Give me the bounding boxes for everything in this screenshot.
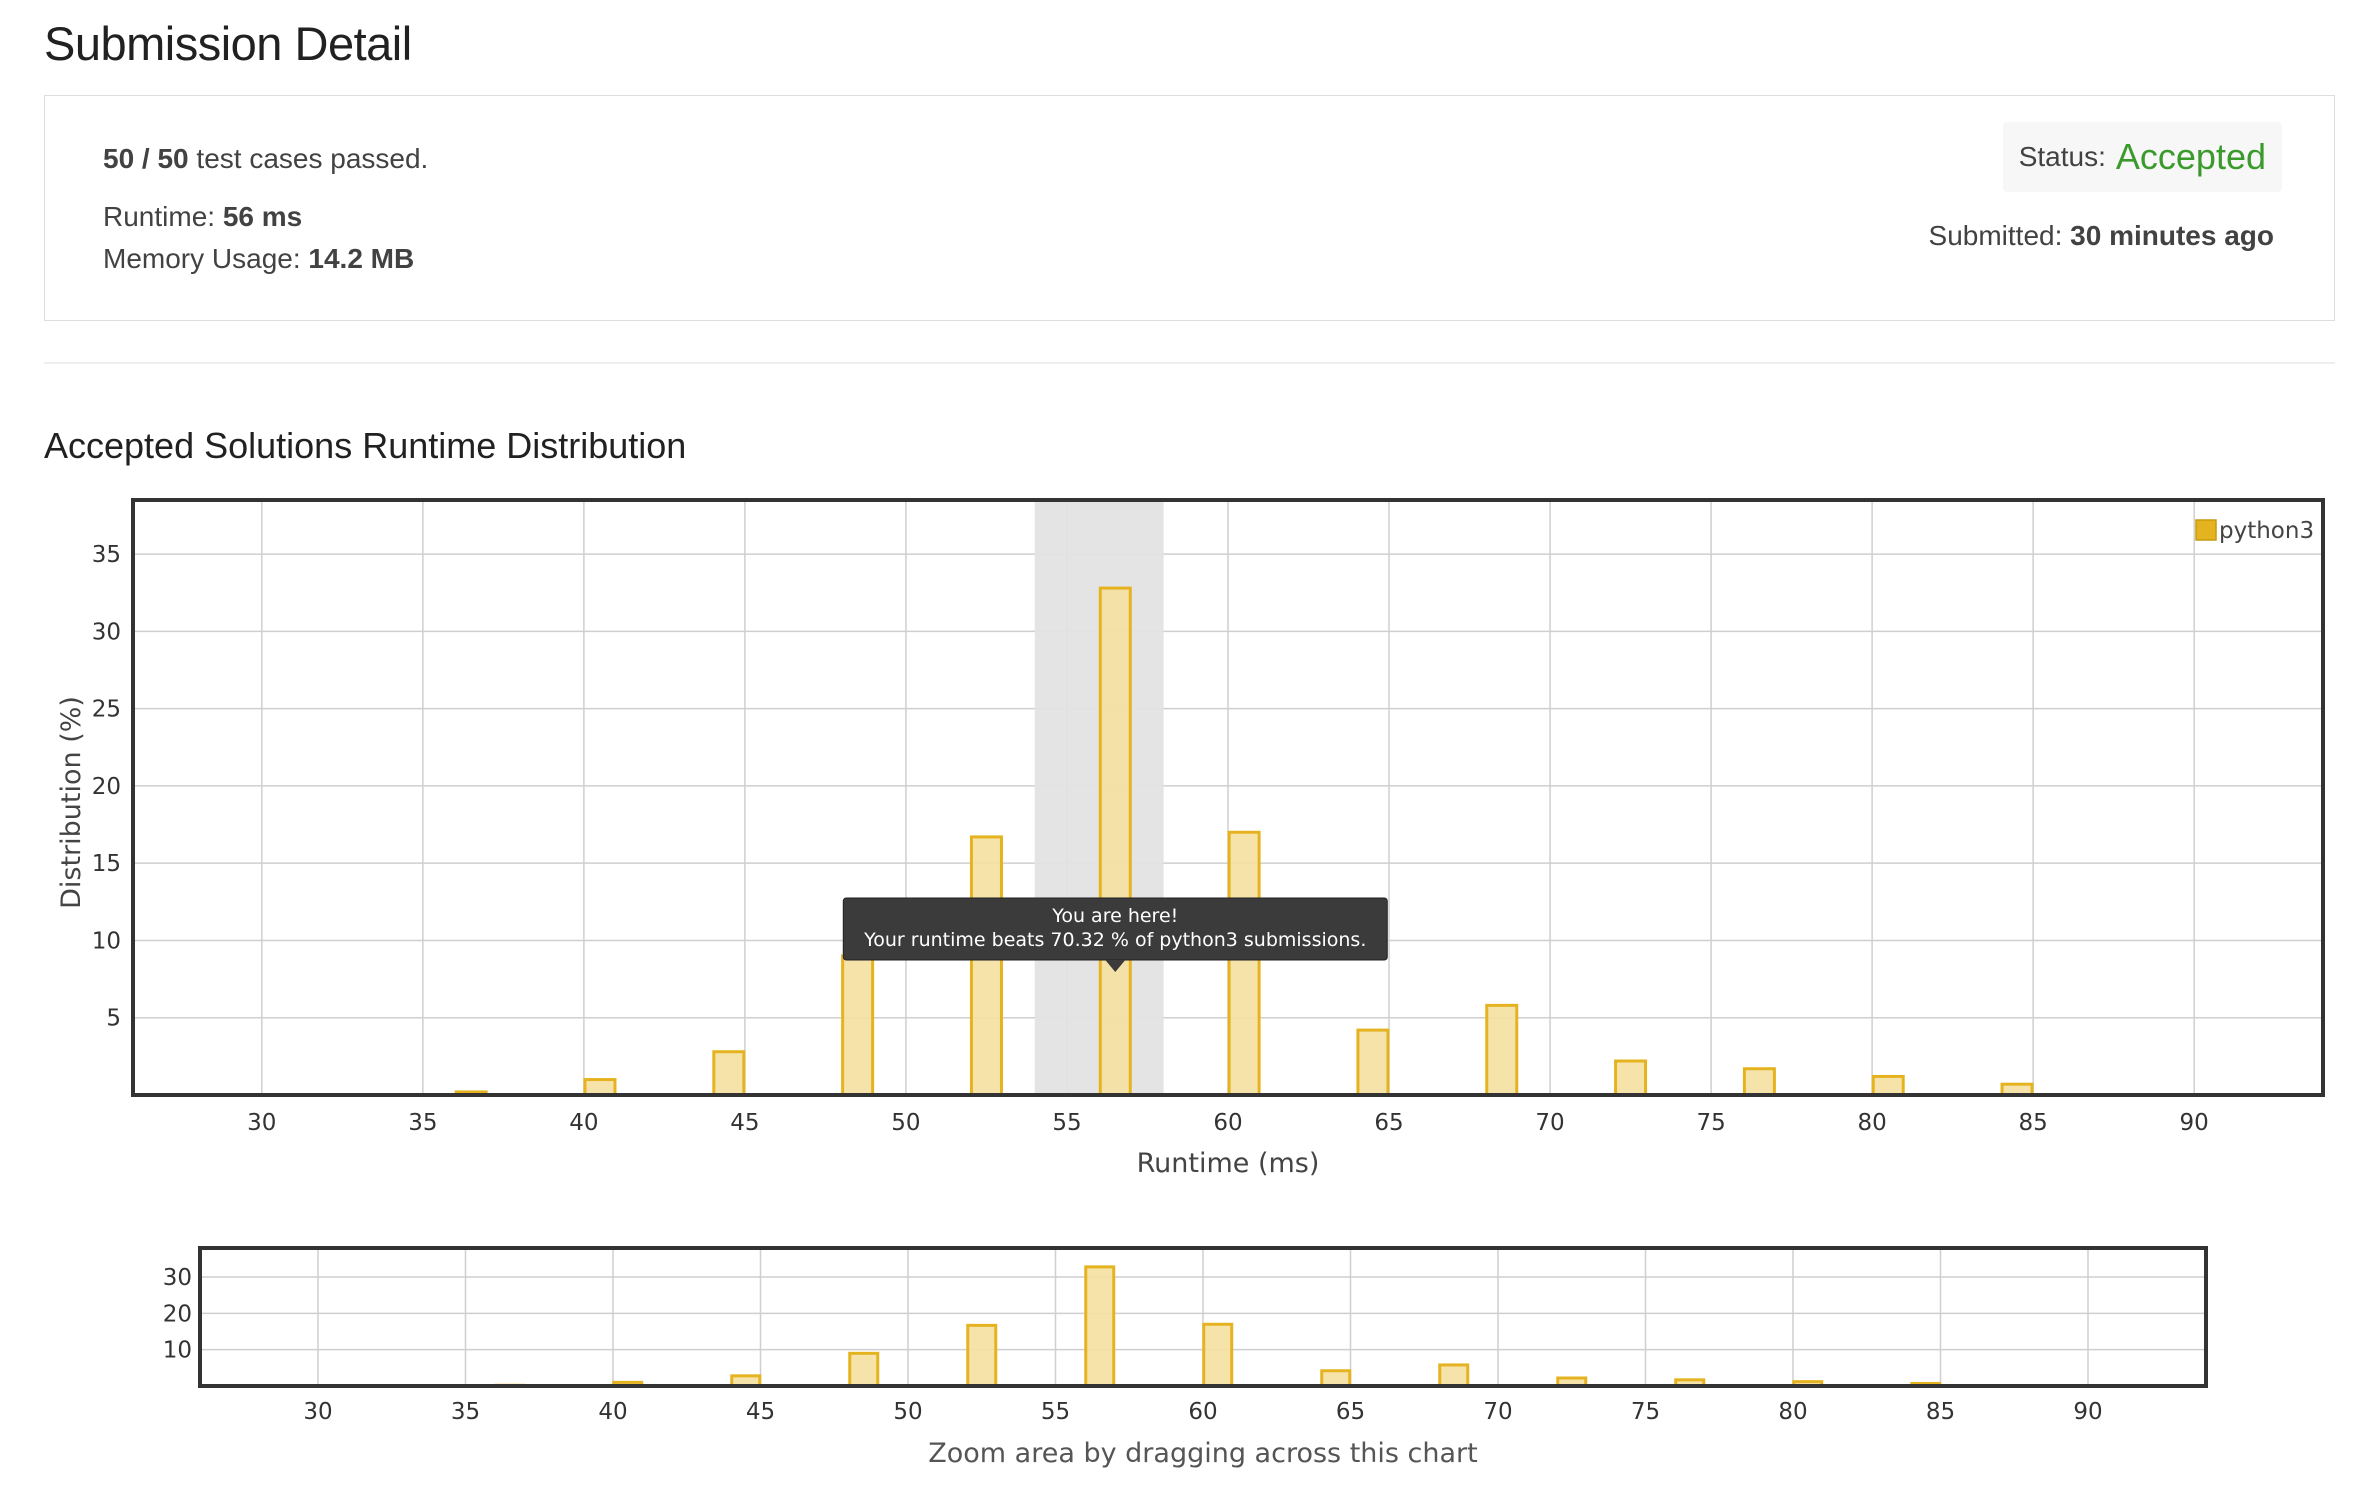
x-tick-label: 75 [1696,1110,1725,1136]
bar-52.5[interactable] [969,835,1003,1097]
navigator-x-tick-label: 30 [303,1399,332,1425]
main-y-tick-labels: 5 10 15 20 25 30 35 [92,542,121,1032]
navigator-bar-64.5 [1320,1369,1352,1388]
navigator-x-tick-label: 45 [746,1399,775,1425]
navigator-x-tick-label: 35 [451,1399,480,1425]
x-tick-label: 45 [730,1110,759,1136]
section-title: Accepted Solutions Runtime Distribution [44,425,687,466]
memory-line: Memory Usage: 14.2 MB [103,243,414,275]
x-tick-label: 90 [2180,1110,2209,1136]
bar-40.5[interactable] [583,1078,617,1097]
bar-48.5[interactable] [841,954,875,1097]
x-axis-label: Runtime (ms) [1137,1148,1320,1179]
x-tick-label: 30 [247,1110,276,1136]
bar-60.5[interactable] [1227,830,1261,1097]
bar-64.5[interactable] [1356,1028,1390,1097]
x-tick-label: 55 [1052,1110,1081,1136]
memory-label: Memory Usage: [103,243,301,274]
navigator-bar-60.5 [1202,1322,1234,1388]
submitted-value: 30 minutes ago [2070,220,2274,251]
status-badge: Status: Accepted [2002,122,2282,192]
navigator-x-tick-label: 85 [1926,1399,1955,1425]
runtime-line: Runtime: 56 ms [103,201,302,233]
status-label: Status: [2018,141,2106,172]
tooltip-beats-text: Your runtime beats 70.32 % of python3 su… [863,929,1366,951]
y-tick-label: 20 [92,774,121,800]
x-tick-label: 50 [891,1110,920,1136]
bar-44.5[interactable] [712,1050,746,1097]
navigator-x-tick-label: 80 [1778,1399,1807,1425]
runtime-tooltip: You are here! Your runtime beats 70.32 %… [842,897,1388,972]
navigator-y-tick-label: 30 [163,1265,192,1291]
navigator-caption: Zoom area by dragging across this chart [928,1438,1477,1469]
navigator-x-tick-label: 40 [598,1399,627,1425]
submitted-label: Submitted: [1928,220,2063,251]
runtime-label: Runtime: [103,201,216,232]
chart-legend[interactable]: python3 [2195,518,2314,544]
y-tick-label: 10 [92,928,121,954]
x-tick-label: 70 [1535,1110,1564,1136]
section-divider [44,362,2335,364]
y-tick-label: 25 [92,697,121,723]
tests-passed-line: 50 / 50 test cases passed. [103,143,428,175]
navigator-bar-48.5 [848,1351,880,1388]
navigator-bars [494,1265,1942,1388]
navigator-bar-52.5 [966,1323,998,1388]
x-tick-label: 85 [2019,1110,2048,1136]
runtime-value: 56 ms [222,201,303,232]
navigator-x-tick-label: 65 [1336,1399,1365,1425]
tests-passed-count: 50 / 50 [103,143,189,174]
x-tick-label: 80 [1857,1110,1886,1136]
navigator-x-tick-labels: 30 35 40 45 50 55 60 65 70 75 80 85 90 [303,1399,2102,1425]
y-axis-label: Distribution (%) [56,696,87,909]
bar-56.5[interactable] [1098,586,1132,1097]
navigator-y-tick-label: 20 [163,1301,192,1327]
navigator-x-tick-label: 75 [1631,1399,1660,1425]
tests-passed-suffix: test cases passed. [196,143,429,174]
bar-76.5[interactable] [1742,1067,1776,1097]
y-tick-label: 5 [106,1006,121,1032]
tooltip-title: You are here! [1051,905,1178,927]
runtime-distribution-chart[interactable]: 30 35 40 45 50 55 60 65 70 75 80 85 90 5 10 15 20 25 30 35… [0,470,2378,1190]
y-tick-label: 30 [92,619,121,645]
bar-72.5[interactable] [1614,1059,1648,1097]
navigator-x-tick-label: 50 [893,1399,922,1425]
navigator-bar-56.5 [1084,1265,1116,1388]
page-title: Submission Detail [44,17,412,70]
navigator-bar-68.5 [1438,1363,1470,1388]
submission-summary-card: 50 / 50 test cases passed. Runtime: 56 m… [44,95,2335,321]
x-tick-label: 40 [569,1110,598,1136]
navigator-x-tick-label: 60 [1188,1399,1217,1425]
y-tick-label: 15 [92,851,121,877]
bar-80.5[interactable] [1871,1074,1905,1097]
legend-label-python3: python3 [2219,518,2314,544]
main-chart-frame [131,498,2325,1097]
status-value: Accepted [2115,136,2266,177]
memory-value: 14.2 MB [308,243,415,274]
navigator-x-tick-label: 55 [1041,1399,1070,1425]
navigator-y-tick-labels: 10 20 30 [163,1265,192,1364]
zoom-navigator-chart[interactable]: 30 35 40 45 50 55 60 65 70 75 80 85 90 10 20 30 Zoom a… [0,1220,2378,1488]
bar-68.5[interactable] [1485,1003,1519,1097]
navigator-x-tick-label: 70 [1483,1399,1512,1425]
main-chart-bars [454,586,2034,1097]
navigator-frame [198,1246,2208,1388]
main-x-tick-labels: 30 35 40 45 50 55 60 65 70 75 80 85 90 [247,1110,2209,1136]
tooltip-arrow [1105,960,1126,972]
x-tick-label: 65 [1374,1110,1403,1136]
legend-swatch-python3 [2195,519,2217,541]
navigator-x-tick-label: 90 [2073,1399,2102,1425]
navigator-y-tick-label: 10 [163,1338,192,1364]
submitted-line: Submitted: 30 minutes ago [1929,220,2274,252]
x-tick-label: 35 [408,1110,437,1136]
y-tick-label: 35 [92,542,121,568]
x-tick-label: 60 [1213,1110,1242,1136]
